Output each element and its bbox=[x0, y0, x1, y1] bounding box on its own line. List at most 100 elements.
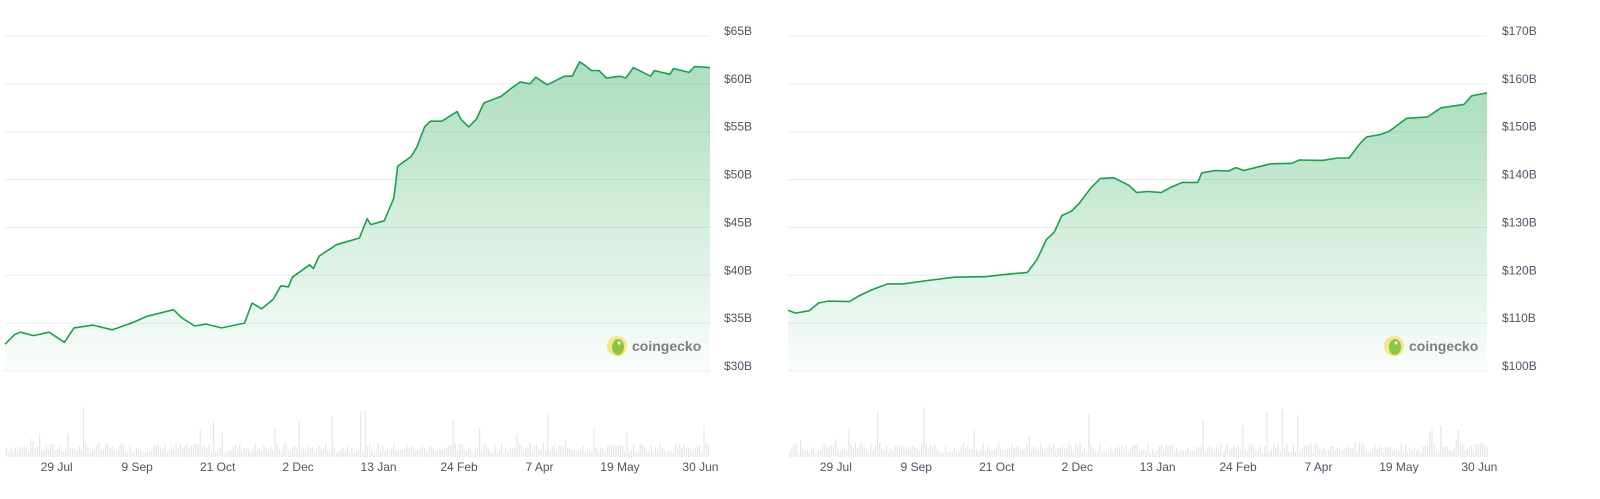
volume-bar bbox=[1004, 449, 1006, 457]
volume-bar bbox=[949, 451, 951, 457]
volume-bar bbox=[703, 424, 705, 457]
volume-bar bbox=[674, 443, 676, 457]
volume-bar bbox=[210, 452, 212, 457]
volume-bar bbox=[111, 445, 113, 457]
volume-bar bbox=[1154, 452, 1156, 457]
volume-bar bbox=[149, 451, 151, 457]
volume-bar bbox=[1411, 450, 1413, 457]
volume-bar bbox=[182, 448, 184, 457]
volume-bar bbox=[413, 445, 415, 457]
y-tick-label: $50B bbox=[724, 168, 752, 182]
volume-bar bbox=[1361, 443, 1363, 457]
volume-bar bbox=[327, 450, 329, 457]
volume-bar bbox=[1103, 450, 1105, 457]
volume-bar bbox=[804, 451, 806, 457]
volume-bar bbox=[1044, 450, 1046, 457]
volume-bar bbox=[578, 450, 580, 457]
volume-bar bbox=[916, 448, 918, 457]
volume-bar bbox=[1356, 452, 1358, 457]
volume-bar bbox=[912, 445, 914, 457]
volume-bar bbox=[135, 448, 137, 457]
volume-bar bbox=[80, 450, 82, 457]
volume-bar bbox=[1147, 443, 1149, 457]
volume-bar bbox=[890, 449, 892, 457]
volume-bar bbox=[43, 449, 45, 457]
volume-bar bbox=[802, 447, 804, 457]
volume-bar bbox=[1429, 432, 1431, 457]
volume-bar bbox=[1473, 452, 1475, 457]
volume-bar bbox=[1088, 413, 1090, 457]
y-tick-label: $35B bbox=[724, 311, 752, 325]
volume-bar bbox=[1083, 447, 1085, 457]
volume-bar bbox=[193, 443, 195, 457]
volume-bar bbox=[234, 444, 236, 457]
volume-bar bbox=[344, 450, 346, 457]
volume-bar bbox=[859, 443, 861, 457]
y-tick-label: $40B bbox=[724, 263, 752, 277]
volume-bar bbox=[852, 447, 854, 457]
volume-bar bbox=[1319, 449, 1321, 457]
volume-bar bbox=[934, 444, 936, 457]
volume-bar bbox=[39, 433, 41, 457]
volume-bar bbox=[485, 445, 487, 457]
volume-bar bbox=[417, 450, 419, 457]
volume-bar bbox=[151, 448, 153, 457]
volume-bar bbox=[316, 449, 318, 457]
volume-bar bbox=[1424, 445, 1426, 457]
volume-bar bbox=[1372, 449, 1374, 457]
volume-bar bbox=[1376, 449, 1378, 457]
volume-bar bbox=[824, 444, 826, 457]
volume-bar bbox=[923, 407, 925, 457]
volume-bar bbox=[175, 443, 177, 457]
volume-bar bbox=[105, 443, 107, 457]
volume-bar bbox=[1231, 447, 1233, 457]
volume-bar bbox=[278, 448, 280, 457]
volume-bar bbox=[28, 451, 30, 457]
volume-bar bbox=[69, 448, 71, 457]
volume-bar bbox=[1323, 446, 1325, 457]
volume-bar bbox=[899, 446, 901, 457]
volume-bar bbox=[962, 443, 964, 457]
x-tick-label: 30 Jun bbox=[1461, 460, 1497, 474]
volume-bar bbox=[118, 446, 120, 457]
volume-bar bbox=[505, 447, 507, 457]
volume-bar bbox=[230, 449, 232, 457]
volume-bar bbox=[14, 447, 16, 457]
volume-bar bbox=[109, 448, 111, 457]
volume-bar bbox=[1035, 446, 1037, 457]
volume-bar bbox=[1440, 425, 1442, 457]
volume-bar bbox=[1211, 446, 1213, 457]
volume-bar bbox=[672, 453, 674, 457]
volume-bar bbox=[311, 446, 313, 457]
volume-bar bbox=[984, 451, 986, 457]
volume-bar bbox=[1310, 443, 1312, 457]
volume-bar bbox=[1009, 448, 1011, 457]
volume-bar bbox=[415, 450, 417, 457]
y-tick-label: $170B bbox=[1502, 24, 1537, 38]
volume-bar bbox=[21, 448, 23, 457]
volume-bar bbox=[272, 450, 274, 457]
volume-bar bbox=[1215, 445, 1217, 457]
volume-bar bbox=[1053, 443, 1055, 457]
volume-bar bbox=[925, 443, 927, 457]
volume-bar bbox=[349, 452, 351, 457]
volume-bar bbox=[1101, 452, 1103, 457]
volume-bar bbox=[474, 449, 476, 457]
volume-bar bbox=[1033, 445, 1035, 457]
volume-bar bbox=[538, 449, 540, 457]
volume-bar bbox=[1420, 452, 1422, 457]
volume-bar bbox=[815, 452, 817, 457]
volume-bar bbox=[670, 450, 672, 457]
volume-bar bbox=[336, 452, 338, 457]
volume-bar bbox=[630, 450, 632, 457]
volume-bar bbox=[1070, 445, 1072, 457]
volume-bar bbox=[573, 450, 575, 457]
market-cap-chart-right: $100B $110B $120B $130B $140B $150B $160B $170B… bbox=[787, 24, 1537, 474]
y-tick-label: $55B bbox=[724, 120, 752, 134]
x-tick-label: 30 Jun bbox=[682, 460, 718, 474]
volume-bar bbox=[1191, 450, 1193, 457]
volume-bar bbox=[131, 451, 133, 457]
volume-bar bbox=[659, 444, 661, 457]
volume-bar bbox=[228, 450, 230, 457]
